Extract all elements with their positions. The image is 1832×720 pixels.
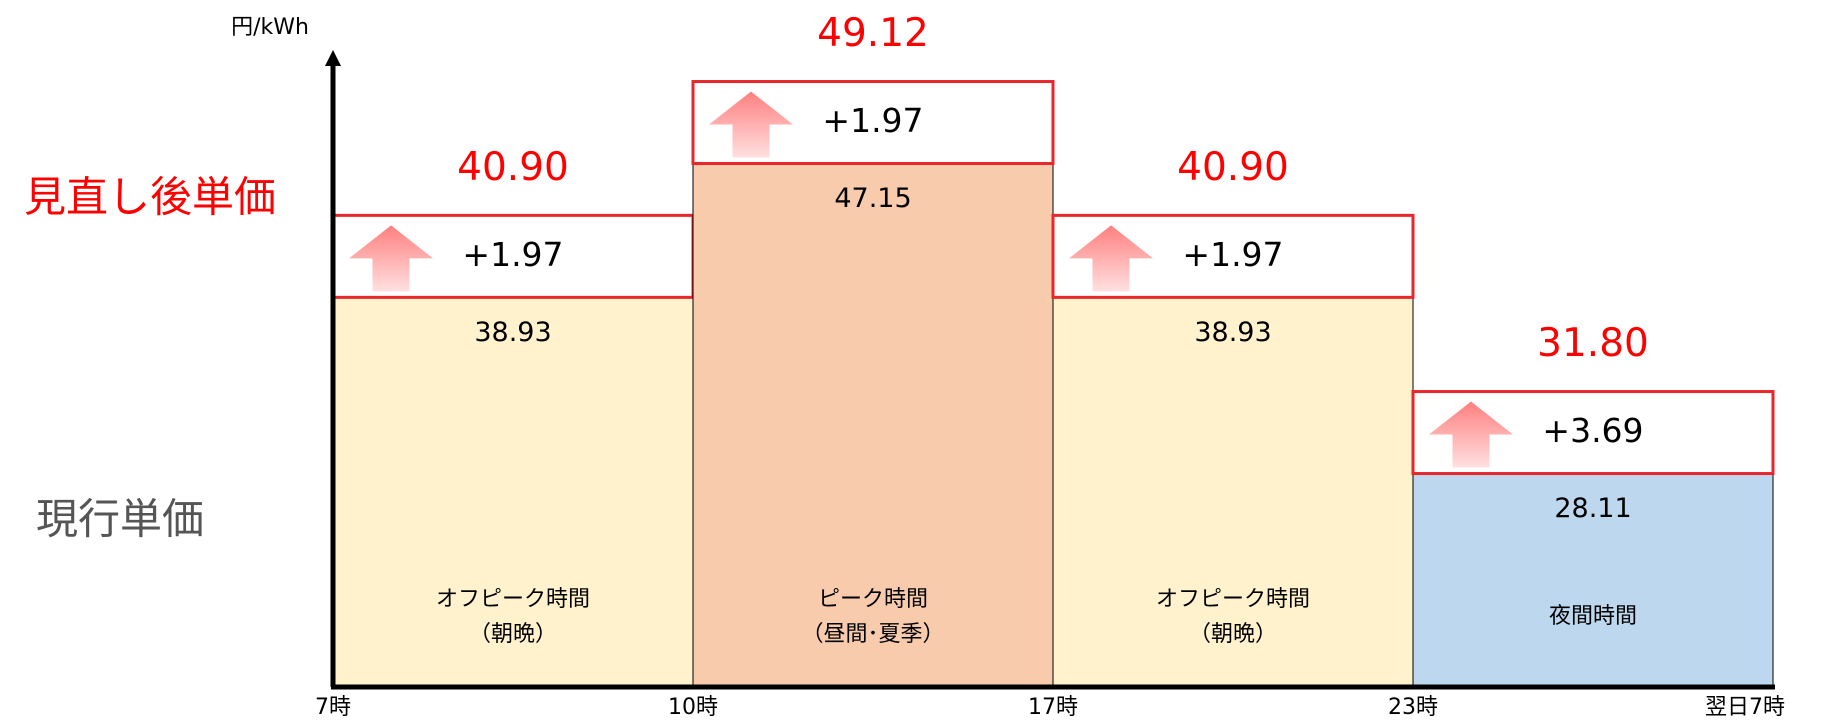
x-tick-label: 23時 bbox=[1388, 695, 1438, 720]
category-label: （昼間･夏季） bbox=[801, 622, 944, 647]
bar bbox=[1412, 473, 1774, 688]
category-label: オフピーク時間 bbox=[1156, 587, 1310, 612]
current-value: 28.11 bbox=[1554, 493, 1631, 524]
current-value: 47.15 bbox=[834, 183, 911, 214]
category-label: （朝晩） bbox=[469, 622, 557, 647]
increase-label: +1.97 bbox=[1182, 235, 1283, 274]
revised-value: 40.90 bbox=[457, 145, 569, 190]
category-label: （朝晩） bbox=[1189, 622, 1277, 647]
y-axis-arrow bbox=[325, 50, 341, 66]
revised-value: 31.80 bbox=[1537, 321, 1649, 366]
revised-label: 見直し後単価 bbox=[24, 173, 276, 222]
current-value: 38.93 bbox=[474, 317, 551, 348]
y-axis-label: 円/kWh bbox=[231, 15, 309, 40]
increase-label: +3.69 bbox=[1542, 411, 1643, 450]
up-arrow bbox=[1429, 401, 1513, 468]
x-tick-label: 翌日7時 bbox=[1705, 695, 1785, 720]
increase-label: +1.97 bbox=[822, 101, 923, 140]
x-tick-label: 17時 bbox=[1028, 695, 1078, 720]
revised-value: 40.90 bbox=[1177, 145, 1289, 190]
current-label: 現行単価 bbox=[36, 495, 204, 544]
revised-value: 49.12 bbox=[817, 11, 929, 56]
current-value: 38.93 bbox=[1194, 317, 1271, 348]
increase-label: +1.97 bbox=[462, 235, 563, 274]
bar bbox=[332, 296, 694, 688]
up-arrow bbox=[349, 225, 433, 292]
up-arrow bbox=[709, 91, 793, 158]
x-tick-label: 10時 bbox=[668, 695, 718, 720]
category-label: ピーク時間 bbox=[818, 587, 928, 612]
category-label: オフピーク時間 bbox=[436, 587, 590, 612]
bar bbox=[692, 163, 1054, 688]
up-arrow bbox=[1069, 225, 1153, 292]
x-tick-label: 7時 bbox=[315, 695, 351, 720]
category-label: 夜間時間 bbox=[1549, 604, 1637, 629]
